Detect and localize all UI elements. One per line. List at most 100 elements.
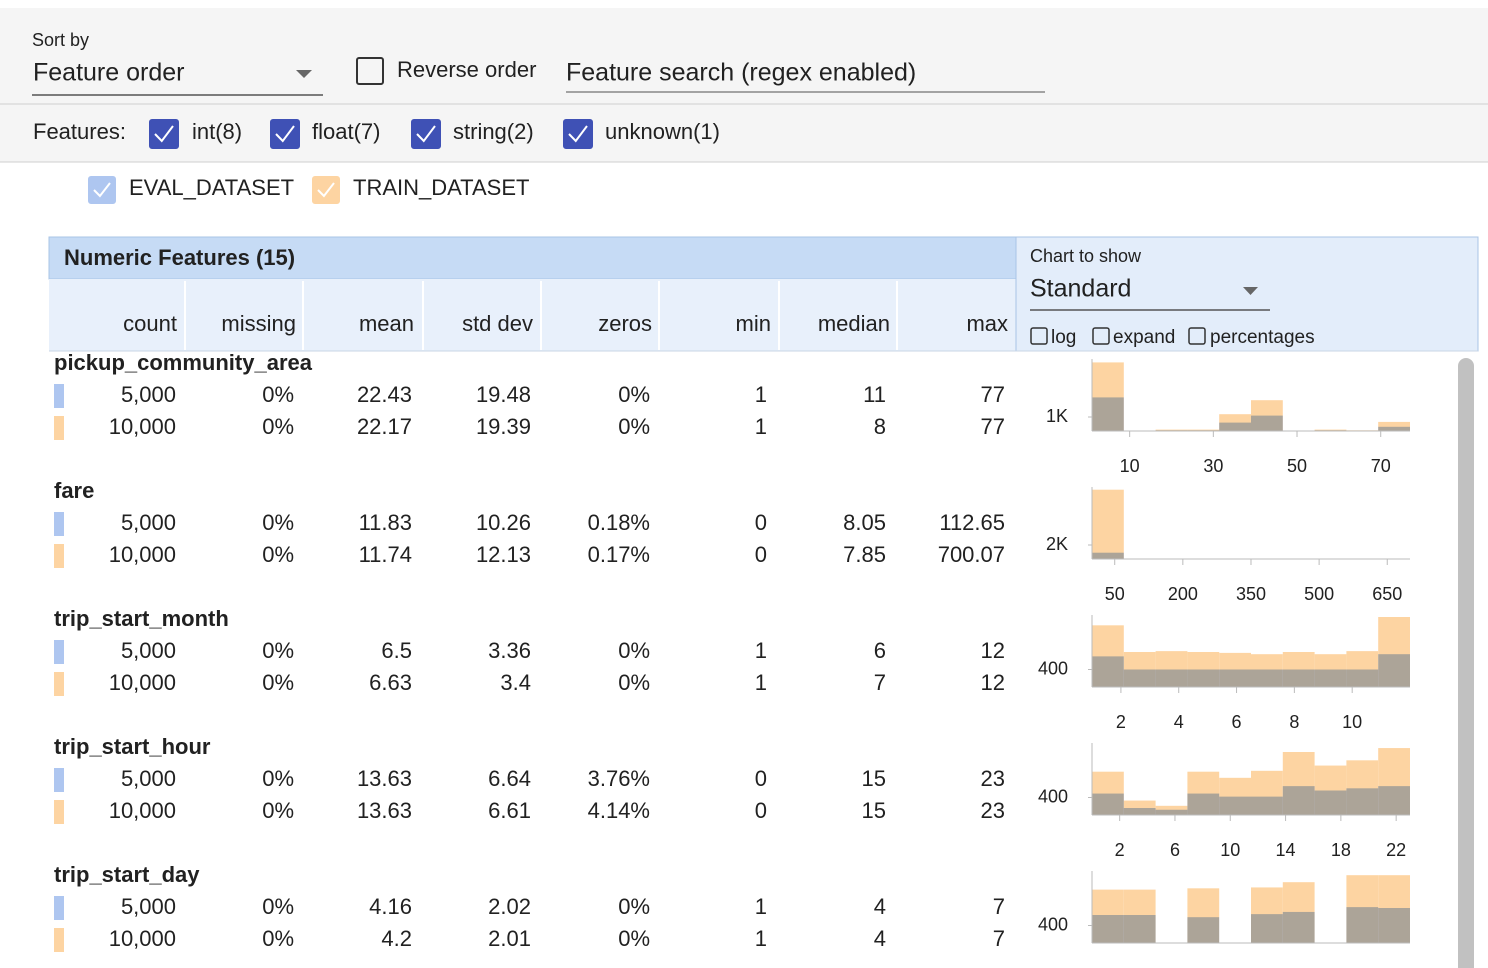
type-checkbox[interactable] [271,120,299,148]
dataset-name: TRAIN_DATASET [353,175,529,200]
stat-value: 23 [981,798,1005,823]
eval-bar [1378,786,1410,815]
x-tick-label: 4 [1174,712,1184,732]
eval-bar [1092,794,1124,815]
eval-bar [1219,670,1251,688]
eval-bar [1346,670,1378,688]
stat-value: 10,000 [109,414,176,439]
dataset-swatch [54,416,64,440]
stat-value: 4 [874,894,886,919]
stat-value: 10,000 [109,542,176,567]
stat-value: 0% [618,894,650,919]
type-option: int(8) [192,119,242,144]
type-option: string(2) [453,119,534,144]
dataset-swatch [54,768,64,792]
stat-value: 0% [262,542,294,567]
eval-bar [1378,908,1410,943]
eval-bar [1124,808,1156,815]
dataset-swatch [54,544,64,568]
x-tick-label: 350 [1236,584,1266,604]
stat-value: 112.65 [939,510,1005,535]
eval-bar [1092,553,1124,559]
stat-value: 8.05 [843,510,886,535]
eval-bar [1251,670,1283,688]
stat-value: 0% [618,926,650,951]
dataset-checkbox[interactable] [89,177,115,203]
stat-value: 5,000 [121,510,176,535]
feature-name: trip_start_month [54,606,229,631]
stat-value: 10.26 [476,510,531,535]
x-tick-label: 200 [1168,584,1198,604]
features-label: Features: [33,119,126,144]
stat-value: 4.2 [381,926,412,951]
dataset-name: EVAL_DATASET [129,175,294,200]
search-placeholder[interactable]: Feature search (regex enabled) [566,59,916,87]
eval-bar [1156,810,1188,815]
chart-label: Chart to show [1030,246,1142,266]
dataset-swatch [54,640,64,664]
column-header: median [818,311,890,336]
eval-bar [1283,912,1315,943]
stat-value: 0% [262,414,294,439]
stat-value: 7 [993,926,1005,951]
stat-value: 77 [981,414,1005,439]
dataset-swatch [54,512,64,536]
stat-value: 0% [262,382,294,407]
x-tick-label: 500 [1304,584,1334,604]
stat-value: 3.76% [588,766,650,791]
eval-bar [1346,788,1378,815]
stat-value: 6.61 [488,798,531,823]
y-tick-label: 400 [1038,786,1068,806]
stat-value: 7 [874,670,886,695]
column-header: max [966,311,1008,336]
stat-value: 22.43 [357,382,412,407]
x-tick-label: 650 [1372,584,1402,604]
dataset-swatch [54,896,64,920]
stat-value: 3.36 [488,638,531,663]
stat-value: 10,000 [109,670,176,695]
eval-bar [1092,397,1124,431]
stat-value: 19.48 [476,382,531,407]
eval-bar [1187,670,1219,688]
stat-value: 10,000 [109,926,176,951]
column-header: count [123,311,177,336]
stat-value: 1 [755,894,767,919]
stat-value: 5,000 [121,766,176,791]
eval-bar [1346,907,1378,943]
stat-value: 77 [981,382,1005,407]
column-header: zeros [598,311,652,336]
stat-value: 13.63 [357,798,412,823]
eval-bar [1187,917,1219,943]
sort-value[interactable]: Feature order [33,59,184,87]
stat-value: 11.83 [359,510,412,535]
eval-bar [1124,670,1156,688]
chart-option: percentages [1210,327,1315,348]
scrollbar-thumb[interactable] [1458,358,1474,968]
type-checkbox[interactable] [150,120,178,148]
x-tick-label: 10 [1220,840,1240,860]
eval-bar [1283,670,1315,688]
type-checkbox[interactable] [412,120,440,148]
stat-value: 6 [874,638,886,663]
chart-option: log [1051,327,1076,348]
stat-value: 0% [262,926,294,951]
stat-value: 3.4 [500,670,531,695]
type-checkbox[interactable] [564,120,592,148]
x-tick-label: 70 [1371,456,1391,476]
stat-value: 8 [874,414,886,439]
stat-value: 5,000 [121,894,176,919]
stat-value: 0% [262,638,294,663]
stat-value: 4 [874,926,886,951]
stat-value: 4.14% [588,798,650,823]
eval-bar [1187,794,1219,815]
x-tick-label: 2 [1115,840,1125,860]
x-tick-label: 30 [1203,456,1223,476]
dataset-checkbox[interactable] [313,177,339,203]
type-option: unknown(1) [605,119,720,144]
y-tick-label: 1K [1046,406,1068,426]
sort-label: Sort by [32,30,89,50]
eval-bar [1315,670,1347,688]
column-header: min [736,311,771,336]
chart-value[interactable]: Standard [1030,275,1131,303]
